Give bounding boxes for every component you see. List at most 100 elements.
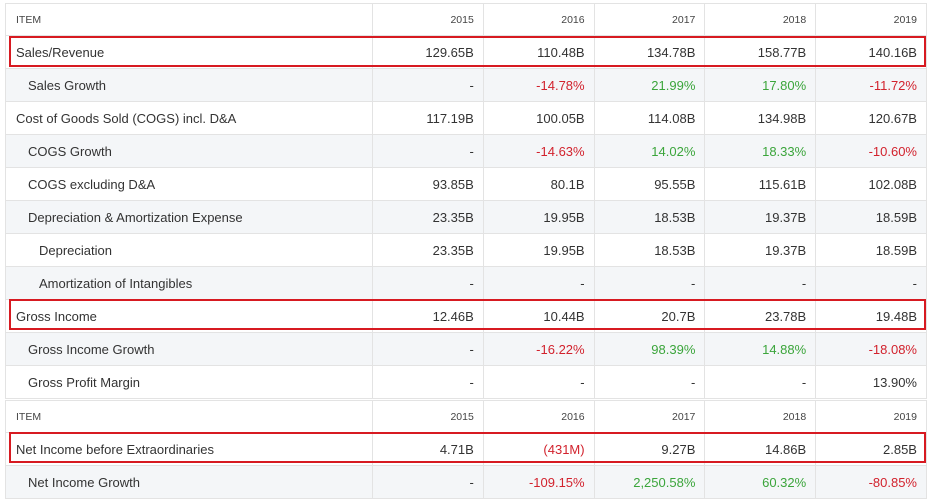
column-header-item: ITEM	[5, 400, 373, 433]
table-cell: 19.95B	[482, 200, 595, 234]
table-cell: 23.35B	[372, 200, 484, 234]
row-cogs: Cost of Goods Sold (COGS) incl. D&A 117.…	[5, 101, 927, 135]
row-label: Sales/Revenue	[5, 35, 373, 69]
row-depreciation: Depreciation 23.35B 19.95B 18.53B 19.37B…	[5, 233, 927, 267]
row-label: Sales Growth	[5, 68, 373, 102]
table-cell: 110.48B	[482, 35, 595, 69]
table-cell: 19.48B	[815, 299, 927, 333]
row-label: Depreciation	[5, 233, 373, 267]
row-sales-growth: Sales Growth - -14.78% 21.99% 17.80% -11…	[5, 68, 927, 102]
table-cell: 100.05B	[482, 101, 595, 135]
row-label: Amortization of Intangibles	[5, 266, 373, 300]
row-label: Net Income Growth	[5, 465, 373, 499]
column-header-2018: 2018	[704, 3, 817, 36]
row-sales-revenue: Sales/Revenue 129.65B 110.48B 134.78B 15…	[5, 35, 927, 69]
table-cell: -	[815, 266, 927, 300]
row-label: Cost of Goods Sold (COGS) incl. D&A	[5, 101, 373, 135]
column-header-2016: 2016	[482, 400, 595, 433]
table-cell: 14.02%	[593, 134, 706, 168]
table-cell: 80.1B	[482, 167, 595, 201]
row-amortization: Amortization of Intangibles - - - - -	[5, 266, 927, 300]
table-cell: 9.27B	[593, 432, 706, 466]
table-cell: -80.85%	[815, 465, 927, 499]
row-cogs-growth: COGS Growth - -14.63% 14.02% 18.33% -10.…	[5, 134, 927, 168]
table-cell: 117.19B	[372, 101, 484, 135]
row-label: COGS Growth	[5, 134, 373, 168]
table-cell: -14.63%	[482, 134, 595, 168]
row-gross-profit-margin: Gross Profit Margin - - - - 13.90%	[5, 365, 927, 399]
table-cell: 17.80%	[704, 68, 817, 102]
table-cell: -	[704, 266, 817, 300]
column-header-2017: 2017	[593, 400, 706, 433]
table-cell: -	[482, 266, 595, 300]
row-label: Gross Income Growth	[5, 332, 373, 366]
table-cell: 18.33%	[704, 134, 817, 168]
column-header-2017: 2017	[593, 3, 706, 36]
table-cell: 2,250.58%	[593, 465, 706, 499]
table-cell: -16.22%	[482, 332, 595, 366]
column-header-2019: 2019	[815, 3, 927, 36]
table-cell: -10.60%	[815, 134, 927, 168]
table-cell: -	[372, 134, 484, 168]
table-cell: -	[593, 365, 706, 399]
table-cell: 95.55B	[593, 167, 706, 201]
table-cell: 14.88%	[704, 332, 817, 366]
table-cell: 4.71B	[372, 432, 484, 466]
table-cell: 21.99%	[593, 68, 706, 102]
table-cell: 18.59B	[815, 233, 927, 267]
row-label: Gross Profit Margin	[5, 365, 373, 399]
table-cell: -	[372, 365, 484, 399]
row-cogs-excl-da: COGS excluding D&A 93.85B 80.1B 95.55B 1…	[5, 167, 927, 201]
table-cell: -109.15%	[482, 465, 595, 499]
table-cell: 158.77B	[704, 35, 817, 69]
table-cell: 13.90%	[815, 365, 927, 399]
table-cell: 18.53B	[593, 200, 706, 234]
table-cell: 18.53B	[593, 233, 706, 267]
table-header-row: ITEM 2015 2016 2017 2018 2019	[5, 3, 927, 36]
table-cell: 10.44B	[482, 299, 595, 333]
table-cell: 98.39%	[593, 332, 706, 366]
table-cell: 20.7B	[593, 299, 706, 333]
table-cell: -	[372, 266, 484, 300]
table-cell: 129.65B	[372, 35, 484, 69]
column-header-2016: 2016	[482, 3, 595, 36]
row-net-income: Net Income before Extraordinaries 4.71B …	[5, 432, 927, 466]
row-label: COGS excluding D&A	[5, 167, 373, 201]
net-income-table: ITEM 2015 2016 2017 2018 2019 Net Income…	[5, 400, 927, 499]
table-cell: 18.59B	[815, 200, 927, 234]
table-cell: 93.85B	[372, 167, 484, 201]
table-cell: 23.35B	[372, 233, 484, 267]
table-cell: -	[482, 365, 595, 399]
table-cell: 19.95B	[482, 233, 595, 267]
table-cell: -	[593, 266, 706, 300]
table-cell: -	[704, 365, 817, 399]
table-cell: 102.08B	[815, 167, 927, 201]
table-cell: -18.08%	[815, 332, 927, 366]
row-da-expense: Depreciation & Amortization Expense 23.3…	[5, 200, 927, 234]
table-cell: -14.78%	[482, 68, 595, 102]
row-net-income-growth: Net Income Growth - -109.15% 2,250.58% 6…	[5, 465, 927, 499]
table-cell: 14.86B	[704, 432, 817, 466]
row-gross-income-growth: Gross Income Growth - -16.22% 98.39% 14.…	[5, 332, 927, 366]
column-header-2015: 2015	[372, 3, 484, 36]
row-label: Gross Income	[5, 299, 373, 333]
table-cell: -11.72%	[815, 68, 927, 102]
table-cell: 115.61B	[704, 167, 817, 201]
table-cell: 23.78B	[704, 299, 817, 333]
table-header-row: ITEM 2015 2016 2017 2018 2019	[5, 400, 927, 433]
table-cell: 120.67B	[815, 101, 927, 135]
column-header-2018: 2018	[704, 400, 817, 433]
table-cell: 2.85B	[815, 432, 927, 466]
table-cell: 19.37B	[704, 200, 817, 234]
column-header-2015: 2015	[372, 400, 484, 433]
row-label: Depreciation & Amortization Expense	[5, 200, 373, 234]
column-header-2019: 2019	[815, 400, 927, 433]
table-cell: 134.78B	[593, 35, 706, 69]
table-cell: 114.08B	[593, 101, 706, 135]
table-cell: 12.46B	[372, 299, 484, 333]
income-statement-table: ITEM 2015 2016 2017 2018 2019 Sales/Reve…	[5, 3, 927, 399]
table-cell: 134.98B	[704, 101, 817, 135]
row-label: Net Income before Extraordinaries	[5, 432, 373, 466]
table-cell: (431M)	[482, 432, 595, 466]
table-cell: -	[372, 68, 484, 102]
